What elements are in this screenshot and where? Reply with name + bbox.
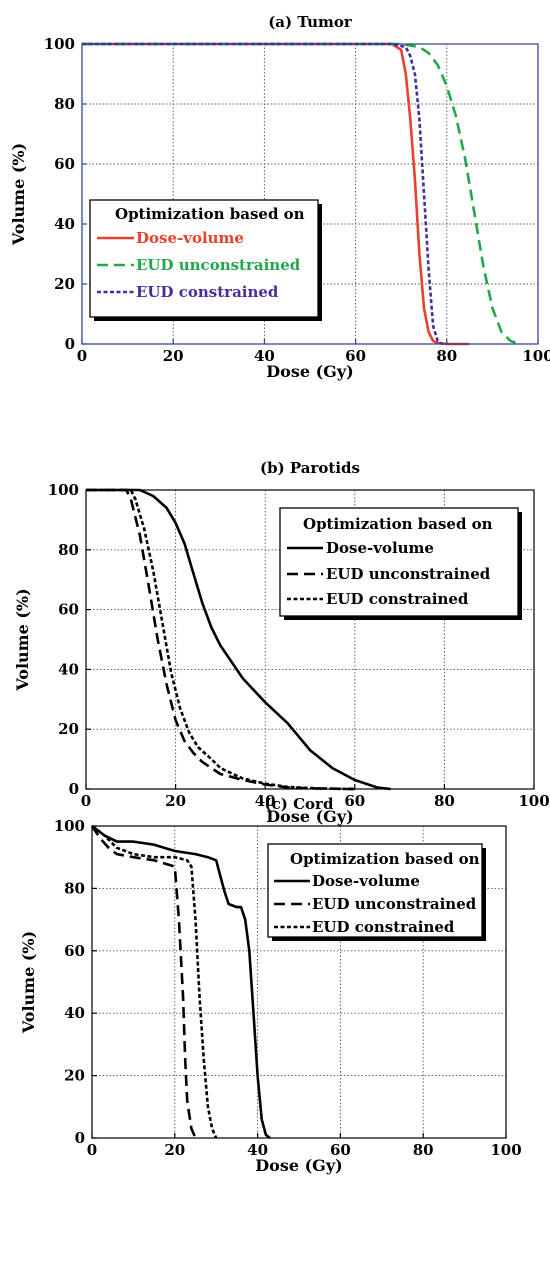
x-tick-label: 40 <box>254 347 275 365</box>
y-tick-label: 20 <box>54 275 75 293</box>
y-tick-label: 80 <box>58 541 79 559</box>
legend-title: Optimization based on <box>115 205 305 223</box>
x-axis-label: Dose (Gy) <box>266 807 353 826</box>
y-tick-label: 20 <box>58 720 79 738</box>
legend-entry: EUD unconstrained <box>326 565 491 583</box>
legend: Optimization based on Dose-volume EUD unco… <box>279 507 522 620</box>
series-line-dose-volume <box>91 824 271 1140</box>
chart-panel-2: (b) Parotids 0 20 40 60 80 100 0 20 40 60 80 100 Dose… <box>13 459 550 826</box>
legend-box <box>267 843 483 938</box>
chart-panel-1: (a) Tumor 0 20 40 60 80 100 0 20 40 60 80 100 Dose (G… <box>9 13 550 381</box>
y-tick-label: 100 <box>54 817 85 835</box>
y-tick-label: 80 <box>54 95 75 113</box>
legend: Optimization based on Dose-volume EUD unco… <box>267 843 486 941</box>
legend-entry: EUD unconstrained <box>312 895 477 913</box>
legend: Optimization based on Dose-volume EUD unco… <box>89 199 322 321</box>
series-line-eud-constrained <box>82 42 443 346</box>
y-tick-label: 0 <box>75 1129 85 1147</box>
x-tick-label: 60 <box>330 1141 351 1159</box>
x-tick-label: 80 <box>434 792 455 810</box>
y-tick-label: 20 <box>64 1067 85 1085</box>
y-tick-label: 80 <box>64 879 85 897</box>
x-tick-label: 80 <box>436 347 457 365</box>
y-tick-label: 0 <box>65 335 75 353</box>
x-tick-label: 60 <box>344 792 365 810</box>
y-axis-label: Volume (%) <box>19 931 38 1034</box>
chart-panel-3: (c) Cord 0 20 40 60 80 100 0 20 40 60 80 100 Dose (Gy… <box>19 795 522 1175</box>
y-tick-label: 60 <box>64 942 85 960</box>
y-tick-label: 40 <box>54 215 75 233</box>
chart-title: (b) Parotids <box>260 459 360 477</box>
x-tick-label: 100 <box>518 792 549 810</box>
y-axis-label: Volume (%) <box>13 588 32 691</box>
legend-box <box>89 199 319 318</box>
x-tick-label: 60 <box>345 347 366 365</box>
x-tick-label: 20 <box>163 347 184 365</box>
x-tick-label: 80 <box>413 1141 434 1159</box>
legend-entry: EUD constrained <box>326 590 469 608</box>
series-line-eud-constrained <box>86 488 355 791</box>
series-line-eud-unconstrained <box>90 825 197 1139</box>
x-tick-label: 0 <box>87 1141 97 1159</box>
chart-title: (a) Tumor <box>268 13 353 31</box>
x-axis-label: Dose (Gy) <box>255 1156 342 1175</box>
legend-title: Optimization based on <box>290 850 480 868</box>
series-line-eud-unconstrained <box>86 488 355 791</box>
series-line-dose-volume <box>82 42 470 346</box>
chart-title: (c) Cord <box>265 795 334 813</box>
series-line-eud-constrained <box>91 824 218 1139</box>
x-tick-label: 100 <box>490 1141 521 1159</box>
legend-title: Optimization based on <box>303 515 493 533</box>
series-line-dose-volume <box>86 488 391 791</box>
x-tick-label: 20 <box>165 792 186 810</box>
x-tick-label: 100 <box>522 347 550 365</box>
legend-entry: Dose-volume <box>136 229 244 247</box>
legend-entry: EUD constrained <box>136 283 279 301</box>
plot-frame <box>81 43 539 345</box>
series-line-eud-unconstrained <box>82 42 521 346</box>
x-tick-label: 0 <box>81 792 91 810</box>
y-tick-label: 40 <box>64 1004 85 1022</box>
y-tick-label: 100 <box>48 481 79 499</box>
x-tick-label: 0 <box>77 347 87 365</box>
x-tick-label: 40 <box>247 1141 268 1159</box>
y-tick-label: 60 <box>54 155 75 173</box>
x-tick-label: 40 <box>255 792 276 810</box>
legend-entry: EUD unconstrained <box>136 256 301 274</box>
y-tick-label: 100 <box>44 35 75 53</box>
y-axis-label: Volume (%) <box>9 143 28 246</box>
legend-entry: Dose-volume <box>326 539 434 557</box>
x-tick-label: 20 <box>164 1141 185 1159</box>
x-axis-label: Dose (Gy) <box>266 362 353 381</box>
legend-entry: EUD constrained <box>312 918 455 936</box>
y-tick-label: 40 <box>58 660 79 678</box>
legend-entry: Dose-volume <box>312 872 420 890</box>
y-tick-label: 60 <box>58 601 79 619</box>
plot-frame <box>85 489 535 790</box>
plot-frame <box>91 825 507 1139</box>
y-tick-label: 0 <box>69 780 79 798</box>
